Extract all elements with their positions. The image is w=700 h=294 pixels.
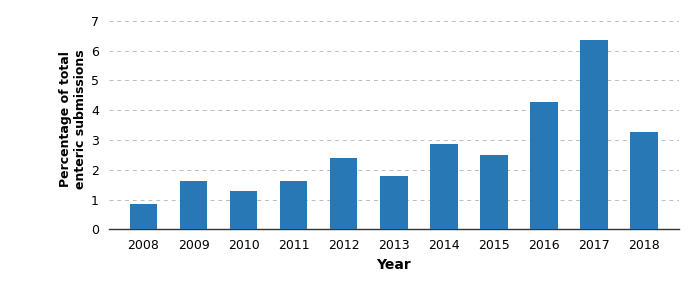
Bar: [330, 158, 358, 229]
Bar: [180, 181, 207, 229]
Bar: [630, 132, 658, 229]
Bar: [580, 40, 608, 229]
Bar: [380, 176, 407, 229]
Bar: [230, 191, 258, 229]
Bar: [430, 143, 458, 229]
Y-axis label: Percentage of total
enteric submissions: Percentage of total enteric submissions: [59, 49, 87, 189]
Bar: [280, 181, 307, 229]
Bar: [480, 155, 508, 229]
Bar: [130, 204, 158, 229]
Bar: [530, 102, 558, 229]
X-axis label: Year: Year: [377, 258, 411, 272]
